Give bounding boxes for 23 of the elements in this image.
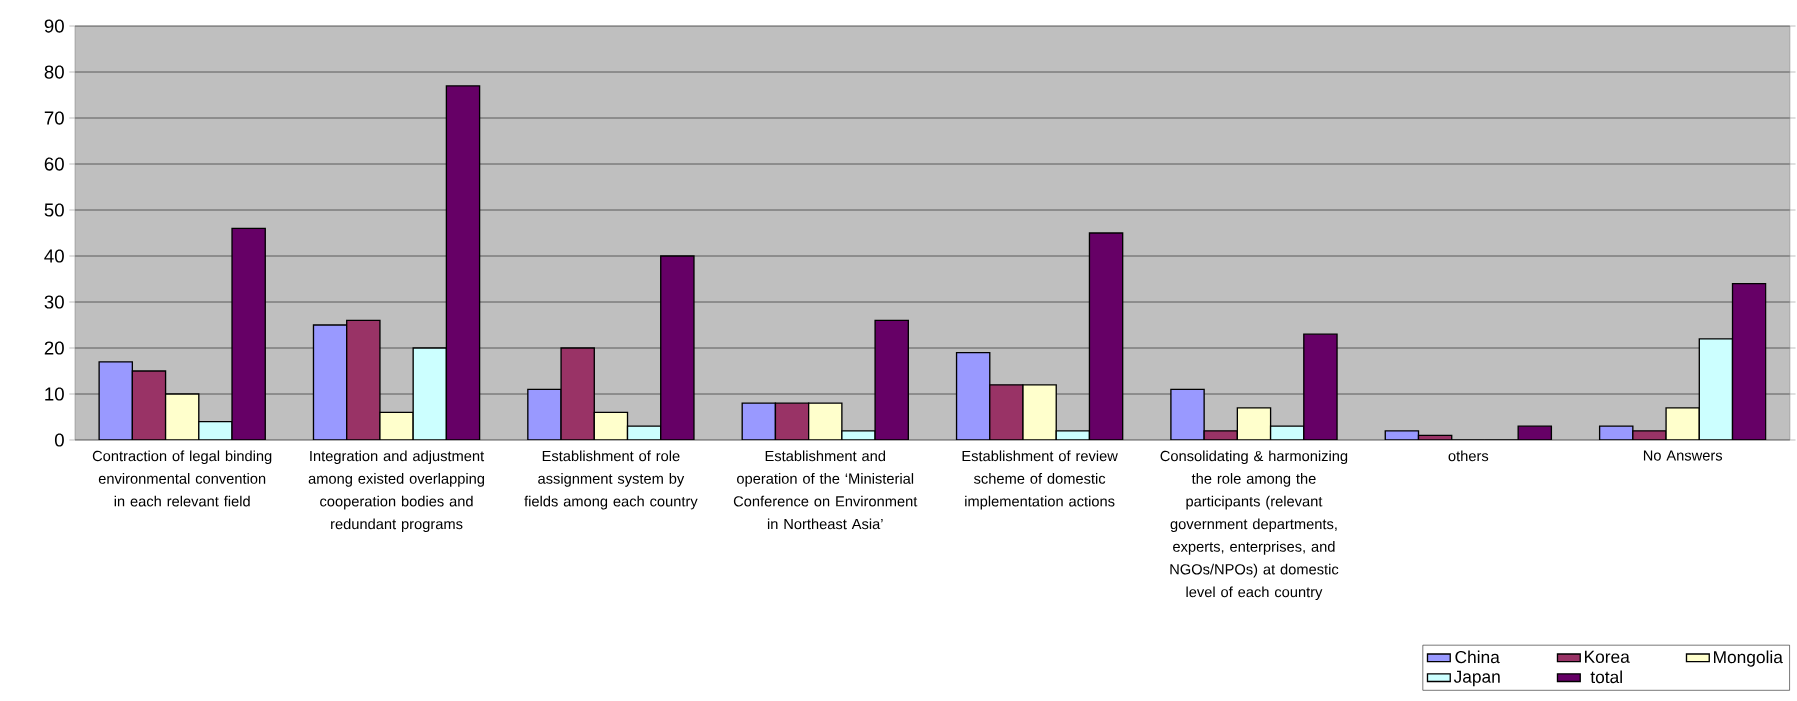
x-tick-label: Integration and adjustment among existed overlapping cooperation bodies and redundant programs xyxy=(308,450,485,533)
y-tick-label: 40 xyxy=(44,249,64,263)
y-tick-label: 80 xyxy=(44,65,64,79)
x-tick-label: Contraction of legal binding environmental convention in each relevant field xyxy=(92,450,272,507)
x-tick-label: Establishment of role assignment system by fields among each country xyxy=(524,450,698,510)
y-tick-label: 50 xyxy=(44,203,64,217)
x-tick-label: Consolidating & harmonizing the role among the participants (relevant government departments, experts, enterprises, and NGOs/NPOs) at domestic level of each country xyxy=(1160,450,1348,601)
x-tick-label: Establishment and operation of the ‘Ministerial Conference on Environment in Northeast Asia’ xyxy=(733,450,918,530)
y-tick-label: 30 xyxy=(44,295,64,309)
x-tick-label: Establishment of review scheme of domestic implementation actions xyxy=(962,450,1118,510)
legend-label: China xyxy=(1455,650,1500,664)
x-tick-label: others xyxy=(1448,450,1489,462)
legend-label: Mongolia xyxy=(1714,650,1783,667)
legend-label: Japan xyxy=(1453,670,1500,687)
y-tick-label: 10 xyxy=(45,387,64,401)
legend-label: Korea xyxy=(1584,650,1630,663)
y-tick-label: 90 xyxy=(44,19,64,33)
y-tick-label: 0 xyxy=(54,433,64,447)
y-tick-label: 70 xyxy=(44,111,64,125)
legend-label: total xyxy=(1590,670,1622,684)
x-tick-label: No Answers xyxy=(1643,450,1723,461)
y-tick-label: 60 xyxy=(44,157,64,171)
y-tick-label: 20 xyxy=(44,341,64,355)
